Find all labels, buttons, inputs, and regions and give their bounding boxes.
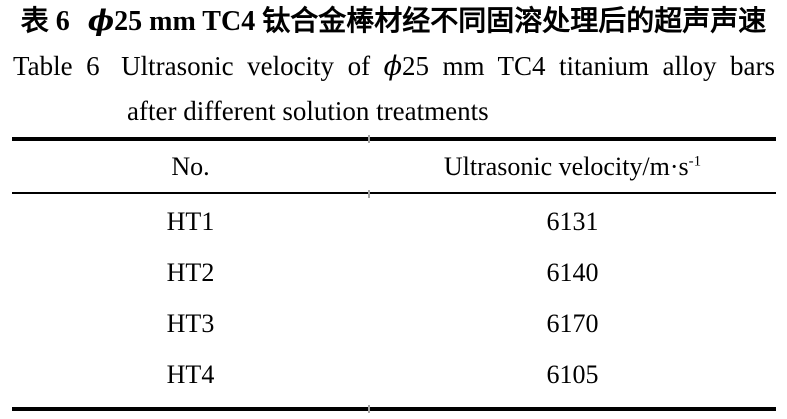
row-velocity-cell: 6170 [546, 308, 599, 338]
caption-chinese-label: 表 6 [20, 6, 70, 37]
row-no-cell: HT3 [166, 308, 215, 338]
header-velocity-label: Ultrasonic velocity/m·s [443, 151, 689, 181]
caption-english-pre: Ultrasonic velocity of [121, 51, 371, 81]
caption-english-line1: Table 6 Ultrasonic velocity of ϕ25 mm TC… [13, 51, 775, 82]
table-row: HT3 6170 [12, 298, 776, 349]
table-row: HT1 6131 [12, 196, 776, 247]
row-no-cell: HT4 [166, 359, 215, 389]
row-velocity-cell: 6105 [546, 359, 599, 389]
table-header-row: No. Ultrasonic velocity/m·s-1 [12, 141, 776, 192]
table-body: HT1 6131 HT2 6140 HT3 6170 HT4 6105 [12, 196, 776, 400]
header-velocity-cell: Ultrasonic velocity/m·s-1 [369, 152, 776, 182]
caption-english-subject: ϕ25 mm TC4 titanium alloy bars [383, 51, 776, 82]
row-velocity-cell: 6140 [546, 257, 599, 287]
caption-english-post: 25 mm TC4 titanium alloy bars [401, 51, 776, 81]
table-row: HT4 6105 [12, 349, 776, 400]
table-top-rule [12, 135, 776, 143]
caption-english-label: Table 6 [13, 51, 100, 81]
caption-english-line2: after different solution treatments [127, 96, 489, 126]
caption-chinese-rest: 25 mm TC4 钛合金棒材经不同固溶处理后的超声声速 [114, 6, 767, 37]
column-divider-tick [368, 190, 370, 198]
table-mid-rule [12, 190, 776, 198]
caption-chinese-text: ϕ25 mm TC4 钛合金棒材经不同固溶处理后的超声声速 [87, 4, 767, 38]
phi-symbol: ϕ [383, 51, 402, 82]
header-velocity-exponent: -1 [688, 152, 702, 169]
header-no-cell: No. [171, 151, 210, 181]
table-row: HT2 6140 [12, 247, 776, 298]
row-no-cell: HT1 [166, 206, 215, 236]
table-bottom-rule [12, 405, 776, 413]
caption-chinese: 表 6 ϕ25 mm TC4 钛合金棒材经不同固溶处理后的超声声速 [0, 4, 787, 38]
column-divider-tick [368, 405, 370, 413]
column-divider-tick [368, 135, 370, 143]
row-velocity-cell: 6131 [546, 206, 599, 236]
phi-symbol: ϕ [87, 4, 115, 37]
row-no-cell: HT2 [166, 257, 215, 287]
